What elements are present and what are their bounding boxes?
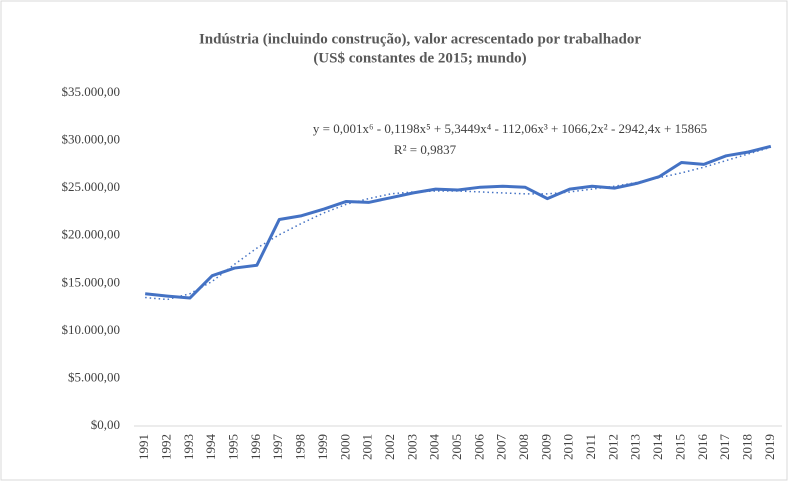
x-tick-label: 2018 xyxy=(739,434,754,460)
x-tick-label: 2003 xyxy=(404,434,419,460)
x-tick-label: 2010 xyxy=(561,434,576,460)
trend-r2: R² = 0,9837 xyxy=(394,142,457,157)
x-tick-label: 2012 xyxy=(605,434,620,460)
trend-line xyxy=(145,146,772,301)
x-tick-label: 1994 xyxy=(203,434,218,461)
x-tick-label: 2017 xyxy=(717,434,732,461)
x-tick-label: 1991 xyxy=(136,434,151,460)
y-tick-label: $30.000,00 xyxy=(62,132,121,147)
chart-title: Indústria (incluindo construção), valor … xyxy=(199,31,641,47)
x-tick-label: 2014 xyxy=(650,434,665,461)
y-tick-label: $15.000,00 xyxy=(62,274,121,289)
x-tick-label: 2007 xyxy=(494,434,509,461)
x-tick-label: 1992 xyxy=(159,434,174,460)
x-tick-label: 2000 xyxy=(337,434,352,460)
x-tick-label: 2005 xyxy=(449,434,464,460)
x-tick-label: 2006 xyxy=(471,434,486,461)
x-tick-label: 2001 xyxy=(360,434,375,460)
x-tick-label: 1997 xyxy=(270,434,285,461)
x-tick-label: 1999 xyxy=(315,434,330,460)
x-tick-label: 2011 xyxy=(583,434,598,460)
x-tick-label: 1995 xyxy=(226,434,241,460)
x-tick-label: 2004 xyxy=(427,434,442,461)
x-tick-label: 2016 xyxy=(695,434,710,461)
x-tick-label: 2009 xyxy=(538,434,553,460)
y-tick-label: $20.000,00 xyxy=(62,227,121,242)
y-tick-label: $25.000,00 xyxy=(62,179,121,194)
x-tick-label: 2015 xyxy=(672,434,687,460)
y-tick-label: $0,00 xyxy=(91,417,120,432)
x-tick-label: 2008 xyxy=(516,434,531,460)
x-tick-label: 1993 xyxy=(181,434,196,460)
x-tick-label: 2013 xyxy=(628,434,643,460)
x-tick-label: 1998 xyxy=(293,434,308,460)
chart-subtitle: (US$ constantes de 2015; mundo) xyxy=(313,50,526,66)
data-line xyxy=(145,144,772,300)
y-tick-label: $10.000,00 xyxy=(62,322,121,337)
trend-equation: y = 0,001x⁶ - 0,1198x⁵ + 5,3449x⁴ - 112,… xyxy=(313,121,707,136)
y-tick-label: $35.000,00 xyxy=(62,84,121,99)
y-tick-label: $5.000,00 xyxy=(68,369,120,384)
x-tick-label: 1996 xyxy=(248,434,263,461)
x-tick-label: 2019 xyxy=(762,434,777,460)
x-tick-label: 2002 xyxy=(382,434,397,460)
